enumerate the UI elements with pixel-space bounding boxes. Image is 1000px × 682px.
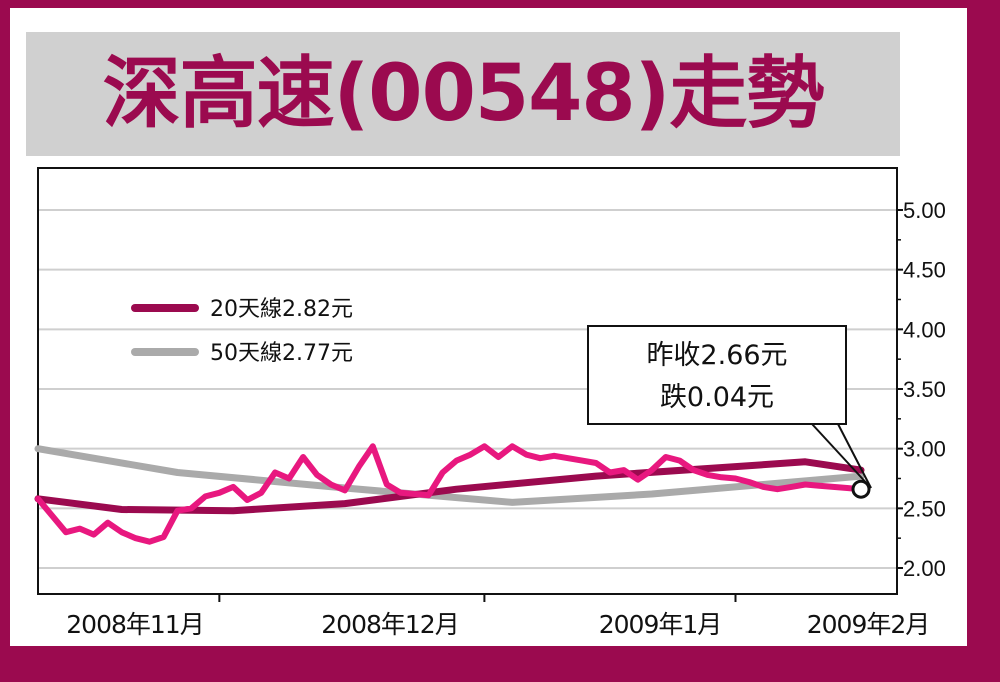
x-tick-label: 2008年11月 bbox=[66, 610, 203, 639]
legend-label-ma50: 50天線2.77元 bbox=[210, 341, 353, 366]
last-price-marker bbox=[851, 479, 871, 499]
y-tick-label: 5.00 bbox=[903, 198, 946, 223]
y-tick-label: 4.50 bbox=[903, 258, 946, 283]
y-tick-label: 4.00 bbox=[903, 317, 946, 342]
title-band bbox=[26, 32, 900, 156]
x-axis: 2008年11月 2008年12月 2009年1月 2009年2月 bbox=[66, 594, 930, 639]
legend: 20天線2.82元 50天線2.77元 bbox=[131, 297, 353, 366]
y-tick-label: 3.50 bbox=[903, 377, 946, 402]
x-tick-label: 2009年1月 bbox=[599, 610, 722, 639]
y-tick-label: 3.00 bbox=[903, 437, 946, 462]
series-line-ma20 bbox=[34, 458, 865, 515]
x-tick-label: 2009年2月 bbox=[807, 610, 930, 639]
x-tick-label: 2008年12月 bbox=[321, 610, 458, 639]
series-layer bbox=[34, 443, 865, 545]
y-axis: 2.00 2.50 3.00 3.50 4.00 4.50 5.00 bbox=[897, 198, 946, 581]
callout-close-price: 昨收2.66元 bbox=[646, 340, 787, 371]
callout: 昨收2.66元 跌0.04元 bbox=[587, 325, 872, 489]
chart-title: 深高速(00548)走勢 bbox=[102, 49, 825, 139]
series-line-price bbox=[35, 443, 864, 545]
callout-pointer bbox=[837, 423, 872, 489]
y-tick-label: 2.50 bbox=[903, 496, 946, 521]
legend-label-ma20: 20天線2.82元 bbox=[210, 297, 353, 322]
callout-change: 跌0.04元 bbox=[660, 382, 774, 413]
callout-pointer-2 bbox=[811, 423, 872, 489]
callout-box bbox=[587, 325, 847, 425]
y-tick-label: 2.00 bbox=[903, 556, 946, 581]
